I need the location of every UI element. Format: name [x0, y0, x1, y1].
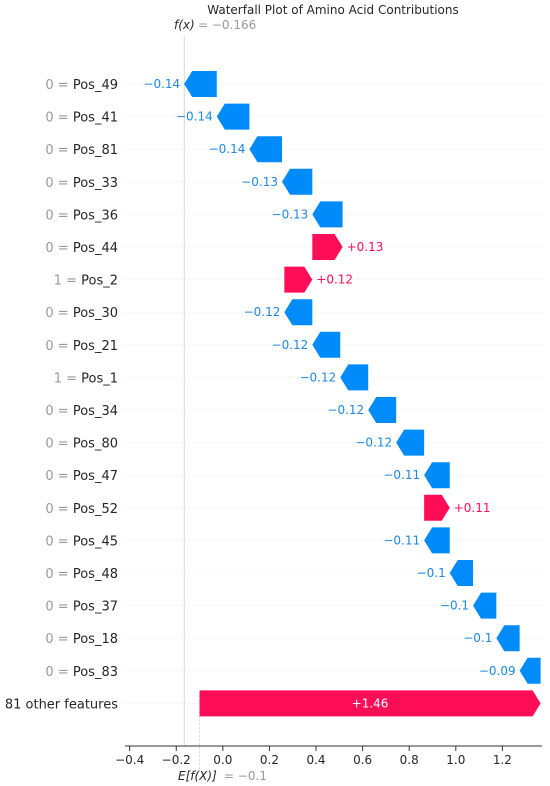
feature-name-label: 0 = Pos_44	[45, 241, 118, 256]
bar-value-label: −0.14	[176, 110, 213, 124]
ex-label: E[f(X)]	[178, 769, 217, 783]
waterfall-bar	[424, 527, 450, 554]
waterfall-bar	[312, 331, 341, 358]
feature-name-label: 0 = Pos_81	[45, 143, 118, 158]
x-tick-label: −0.4	[115, 753, 144, 767]
waterfall-bar	[312, 201, 343, 228]
feature-labels: −0.14 0 = Pos_49 −0.14 0 = Pos_41 −0.14 0 = P…	[5, 77, 516, 712]
x-tick-label: 0.2	[260, 753, 279, 767]
waterfall-bar	[312, 234, 343, 260]
x-tick-label: 0.4	[306, 753, 325, 767]
feature-name-label: 1 = Pos_1	[54, 371, 118, 386]
waterfall-bar	[184, 71, 217, 97]
bar-value-label: +0.13	[347, 240, 384, 254]
feature-name-label: 0 = Pos_21	[45, 339, 118, 354]
feature-name-label: 1 = Pos_2	[54, 274, 118, 289]
feature-name-label: 0 = Pos_41	[45, 111, 118, 126]
bar-value-label: +0.11	[454, 501, 491, 515]
x-tick-label: 0.6	[353, 753, 372, 767]
fx-annotation: f(x) = −0.166	[174, 18, 256, 32]
feature-name-label: 0 = Pos_34	[45, 404, 118, 419]
feature-name-label: 0 = Pos_52	[45, 502, 118, 517]
chart-title: Waterfall Plot of Amino Acid Contributio…	[207, 3, 458, 17]
bar-value-label: −0.14	[209, 142, 246, 156]
x-tick-label: 0.8	[400, 753, 419, 767]
bar-value-label: −0.1	[463, 631, 492, 645]
bar-value-label: −0.12	[272, 338, 309, 352]
bar-value-label: −0.11	[383, 468, 420, 482]
feature-name-label: 0 = Pos_30	[45, 306, 118, 321]
waterfall-bar	[449, 560, 474, 586]
feature-name-label: 0 = Pos_47	[45, 469, 118, 484]
bar-value-label: +1.46	[352, 696, 389, 710]
waterfall-bar	[519, 657, 541, 684]
waterfall-bar	[368, 397, 397, 423]
bar-value-label: −0.12	[355, 436, 392, 450]
waterfall-bar	[424, 462, 450, 489]
x-axis: −0.4 −0.2 0.0 0.2 0.4 0.6 0.8 1.0 1.2	[115, 745, 542, 767]
bar-value-label: −0.13	[241, 175, 278, 189]
bar-value-label: −0.12	[244, 305, 281, 319]
waterfall-bar	[424, 494, 450, 521]
ex-value: = −0.1	[224, 769, 267, 783]
fx-label: f(x)	[174, 18, 195, 32]
bar-value-label: −0.09	[479, 664, 516, 678]
bar-value-label: −0.13	[272, 207, 309, 221]
feature-name-label: 0 = Pos_45	[45, 534, 118, 549]
bar-value-label: −0.12	[299, 370, 336, 384]
feature-name-label: 0 = Pos_83	[45, 665, 118, 680]
waterfall-bar	[284, 299, 313, 326]
waterfall-bar	[473, 592, 497, 619]
x-tick-label: 1.2	[493, 753, 512, 767]
feature-name-label: 0 = Pos_36	[45, 208, 118, 223]
waterfall-bar	[340, 364, 369, 391]
feature-name-label: 0 = Pos_37	[45, 600, 118, 615]
bar-value-label: −0.1	[440, 599, 469, 613]
bar-value-label: −0.1	[417, 566, 446, 580]
bars	[184, 71, 541, 717]
waterfall-bar	[216, 103, 250, 130]
feature-name-label: 0 = Pos_49	[45, 78, 118, 93]
x-tick-label: −0.2	[162, 753, 191, 767]
waterfall-bar	[396, 429, 425, 456]
bar-value-label: −0.14	[143, 77, 180, 91]
bar-value-label: +0.12	[316, 273, 353, 287]
x-tick-label: 0.0	[213, 753, 232, 767]
feature-name-label: 0 = Pos_33	[45, 176, 118, 191]
bar-value-label: −0.11	[383, 533, 420, 547]
x-tick-label: 1.0	[446, 753, 465, 767]
ex-annotation: E[f(X)] = −0.1	[178, 769, 267, 783]
feature-name-label: 0 = Pos_48	[45, 567, 118, 582]
waterfall-bar	[199, 690, 541, 717]
feature-name-label: 0 = Pos_18	[45, 632, 118, 647]
bar-value-label: −0.12	[327, 403, 364, 417]
waterfall-bar	[496, 625, 520, 652]
fx-value: = −0.166	[198, 18, 256, 32]
waterfall-bar	[284, 266, 313, 293]
waterfall-bar	[282, 168, 313, 195]
feature-name-label: 81 other features	[5, 697, 118, 712]
reference-lines	[183, 36, 200, 770]
waterfall-bar	[249, 136, 283, 163]
feature-name-label: 0 = Pos_80	[45, 437, 118, 452]
gridlines	[125, 83, 542, 704]
